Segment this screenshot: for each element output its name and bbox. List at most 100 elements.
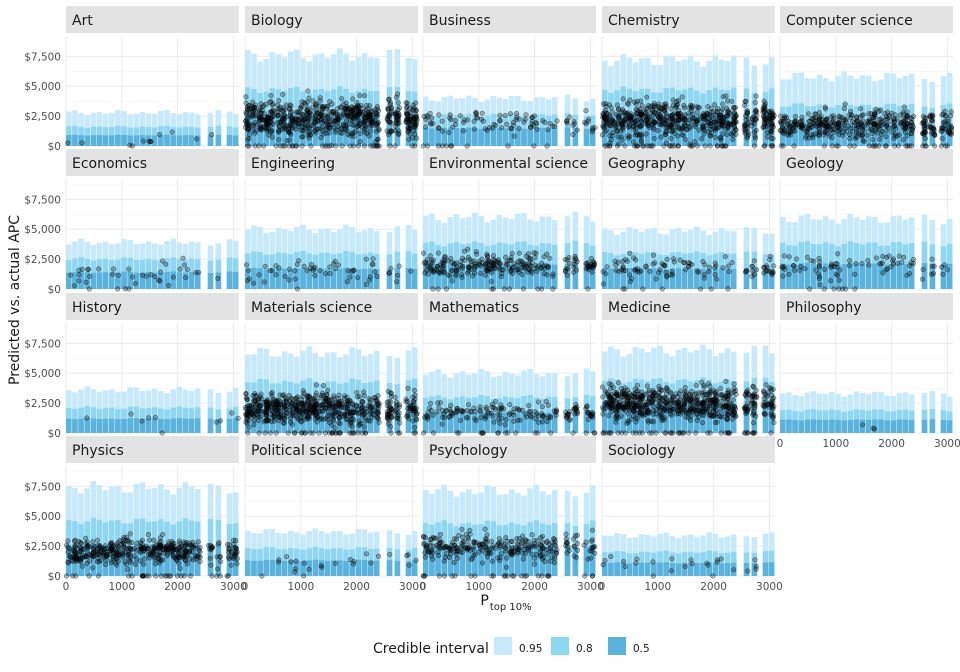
data-point [720, 94, 726, 100]
data-point [281, 420, 287, 426]
data-point [767, 268, 773, 275]
band-50 [151, 418, 158, 433]
data-point [396, 263, 402, 269]
data-point [879, 118, 885, 124]
data-point [83, 279, 89, 285]
data-point [842, 101, 848, 107]
data-point [939, 136, 945, 142]
data-point [324, 114, 330, 120]
data-point [675, 98, 682, 104]
data-point [526, 403, 532, 409]
data-point [480, 118, 486, 124]
data-point [292, 268, 298, 274]
data-point [816, 132, 822, 138]
data-point [308, 122, 314, 129]
data-point [751, 258, 757, 264]
data-point [922, 135, 928, 142]
panel-materials-science: Materials science [243, 293, 420, 436]
data-point [420, 250, 426, 256]
data-point [323, 130, 329, 136]
band-50 [564, 127, 571, 146]
data-point [909, 119, 915, 125]
data-point [326, 124, 332, 131]
data-point [282, 143, 288, 149]
band-50 [312, 113, 319, 146]
data-point [76, 267, 82, 273]
data-point [534, 126, 540, 132]
data-point [146, 415, 152, 421]
data-point [319, 402, 325, 408]
data-point [320, 383, 327, 389]
data-point [833, 143, 840, 149]
data-point [283, 126, 289, 132]
data-point [821, 122, 827, 128]
data-point [631, 123, 637, 129]
data-point [528, 414, 534, 420]
facet-label: Economics [72, 156, 147, 172]
band-50 [318, 113, 325, 146]
data-point [355, 143, 361, 149]
band-50 [207, 272, 214, 289]
data-point [769, 122, 776, 128]
data-point [753, 108, 759, 114]
data-point [644, 143, 650, 149]
band-50 [96, 419, 103, 433]
data-point [289, 122, 295, 128]
data-point [687, 143, 693, 149]
band-50 [762, 114, 769, 146]
data-point [169, 129, 175, 135]
data-point [460, 128, 467, 134]
data-point [183, 275, 189, 281]
data-point [395, 117, 401, 123]
data-point [750, 420, 757, 426]
data-point [707, 120, 714, 127]
data-point [745, 132, 751, 138]
data-point [613, 262, 619, 268]
data-point [712, 260, 718, 266]
data-point [521, 119, 527, 125]
data-point [465, 402, 472, 408]
data-point [823, 106, 829, 112]
data-point [353, 128, 359, 134]
data-point [616, 380, 622, 386]
panel-engineering: Engineering [243, 149, 418, 292]
data-point [866, 120, 872, 126]
data-point [291, 117, 298, 123]
data-point [65, 140, 71, 146]
data-point [217, 418, 224, 424]
band-50 [706, 113, 712, 146]
data-point [662, 131, 669, 137]
data-point [668, 272, 674, 278]
data-point [388, 399, 394, 405]
data-point [761, 143, 767, 149]
data-point [436, 125, 442, 131]
data-point [389, 108, 395, 114]
data-point [267, 430, 273, 436]
data-point [363, 256, 369, 262]
data-point [607, 133, 613, 139]
data-point [273, 143, 279, 149]
data-point [722, 254, 728, 260]
data-point [700, 116, 707, 122]
data-point [525, 251, 531, 257]
data-point [625, 133, 631, 139]
data-point [301, 409, 307, 415]
data-point [877, 136, 883, 142]
data-point [311, 121, 317, 127]
band-50 [644, 113, 651, 146]
data-point [181, 262, 187, 268]
data-point [435, 143, 441, 149]
data-point [901, 104, 907, 110]
data-point [306, 110, 312, 116]
data-point [76, 278, 82, 284]
band-50 [207, 418, 214, 433]
data-point [731, 381, 737, 387]
data-point [350, 96, 356, 102]
y-tick-label: $5,000 [24, 368, 61, 380]
data-point [243, 411, 249, 417]
data-point [788, 132, 794, 138]
data-point [543, 399, 549, 405]
data-point [853, 261, 859, 267]
data-point [616, 115, 622, 121]
data-point [513, 267, 519, 273]
